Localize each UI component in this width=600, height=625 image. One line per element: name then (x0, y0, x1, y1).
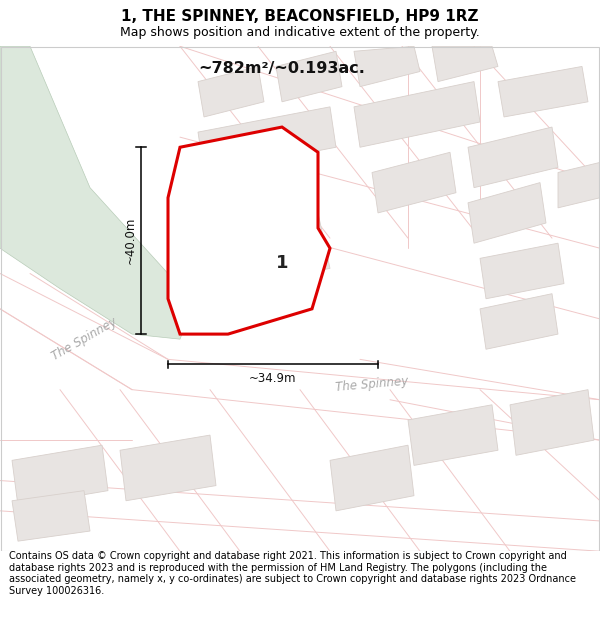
Polygon shape (510, 389, 594, 455)
Bar (1, 47, 599, 551)
Polygon shape (468, 182, 546, 243)
Text: Contains OS data © Crown copyright and database right 2021. This information is : Contains OS data © Crown copyright and d… (9, 551, 576, 596)
Polygon shape (330, 445, 414, 511)
Text: The Spinney: The Spinney (335, 375, 409, 394)
Polygon shape (468, 127, 558, 188)
Polygon shape (480, 294, 558, 349)
Polygon shape (12, 445, 108, 506)
Polygon shape (198, 213, 330, 289)
Text: 1: 1 (276, 254, 288, 272)
Polygon shape (276, 51, 342, 102)
Polygon shape (354, 82, 480, 148)
Polygon shape (198, 66, 264, 117)
Polygon shape (354, 46, 420, 87)
Polygon shape (480, 243, 564, 299)
Polygon shape (498, 66, 588, 117)
Text: 1, THE SPINNEY, BEACONSFIELD, HP9 1RZ: 1, THE SPINNEY, BEACONSFIELD, HP9 1RZ (121, 9, 479, 24)
Polygon shape (168, 127, 330, 334)
Polygon shape (372, 152, 456, 213)
Text: The Spinney: The Spinney (49, 315, 119, 363)
Polygon shape (0, 46, 192, 339)
Polygon shape (432, 46, 498, 82)
Text: ~782m²/~0.193ac.: ~782m²/~0.193ac. (198, 61, 365, 76)
Text: ~40.0m: ~40.0m (124, 217, 137, 264)
Polygon shape (120, 435, 216, 501)
Polygon shape (198, 107, 336, 172)
Polygon shape (12, 491, 90, 541)
Text: Map shows position and indicative extent of the property.: Map shows position and indicative extent… (120, 26, 480, 39)
Polygon shape (558, 162, 600, 208)
Text: ~34.9m: ~34.9m (249, 372, 297, 385)
Polygon shape (408, 405, 498, 466)
